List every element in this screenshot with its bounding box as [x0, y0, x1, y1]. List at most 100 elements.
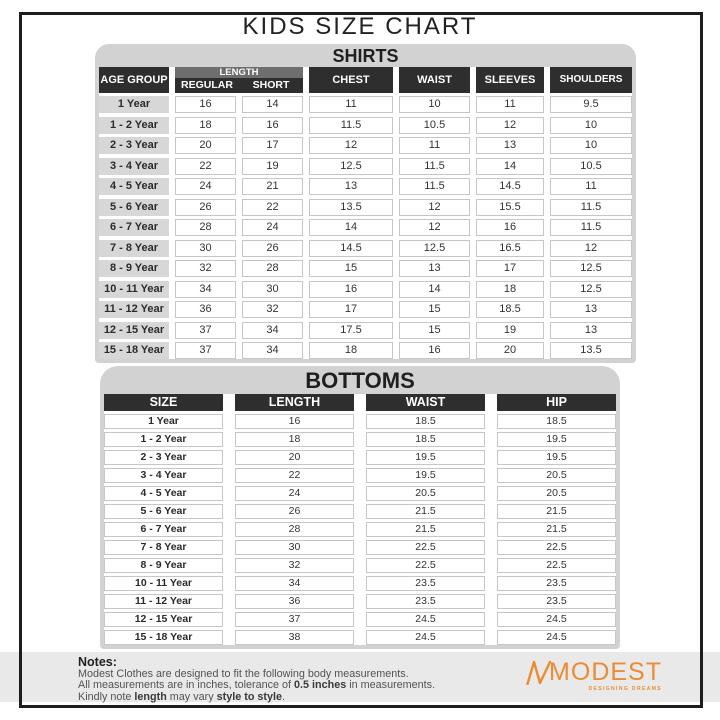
shirts-chest-cell: 12.5	[309, 157, 393, 175]
shirts-table: AGE GROUP LENGTH REGULAR SHORT CHEST WAI…	[99, 67, 632, 359]
shirts-sleeves-cell: 15.5	[476, 198, 544, 216]
shirts-regular-length-cell: 32	[175, 260, 236, 277]
bottoms-table-row: 3 - 4 Year 22 19.5 20.5	[104, 468, 616, 483]
shirts-waist-cell: 16	[399, 342, 470, 359]
bottoms-hip-cell: 23.5	[497, 594, 616, 609]
shirts-age-group-cell: 4 - 5 Year	[99, 178, 169, 195]
shirts-table-row: 6 - 7 Year 28 24 14 12 16 11.5	[99, 219, 632, 236]
shirts-waist-cell: 13	[399, 260, 470, 277]
bottoms-length-cell: 36	[235, 594, 354, 609]
shirts-waist-cell: 10	[399, 96, 470, 113]
bottoms-waist-cell: 18.5	[366, 432, 485, 447]
shirts-section: SHIRTS AGE GROUP LENGTH REGULAR SHORT CH…	[95, 44, 636, 363]
shirts-short-length-cell: 34	[242, 342, 303, 359]
shirts-table-header: AGE GROUP LENGTH REGULAR SHORT CHEST WAI…	[99, 67, 632, 93]
shirts-age-group-cell: 2 - 3 Year	[99, 137, 169, 154]
bottoms-hip-cell: 18.5	[497, 414, 616, 429]
notes-line-2: All measurements are in inches, toleranc…	[78, 679, 436, 692]
bottoms-hip-cell: 19.5	[497, 450, 616, 465]
shirts-header-chest: CHEST	[309, 67, 393, 93]
shirts-regular-length-cell: 28	[175, 219, 236, 236]
bottoms-hip-cell: 21.5	[497, 504, 616, 519]
shirts-short-length-cell: 32	[242, 301, 303, 318]
bottoms-table-row: 4 - 5 Year 24 20.5 20.5	[104, 486, 616, 501]
shirts-regular-length-cell: 36	[175, 301, 236, 318]
bottoms-waist-cell: 24.5	[366, 612, 485, 627]
bottoms-table-row: 10 - 11 Year 34 23.5 23.5	[104, 576, 616, 591]
bottoms-size-cell: 1 - 2 Year	[104, 432, 223, 447]
bottoms-length-cell: 34	[235, 576, 354, 591]
shirts-header-shoulders: SHOULDERS	[550, 67, 632, 93]
page-title: KIDS SIZE CHART	[242, 13, 478, 40]
shirts-chest-cell: 17.5	[309, 321, 393, 339]
shirts-waist-cell: 15	[399, 301, 470, 318]
bottoms-table-row: 12 - 15 Year 37 24.5 24.5	[104, 612, 616, 627]
bottoms-length-cell: 32	[235, 558, 354, 573]
shirts-shoulders-cell: 11	[550, 178, 632, 195]
shirts-sleeves-cell: 14	[476, 157, 544, 175]
bottoms-header-hip: HIP	[497, 394, 616, 411]
bottoms-length-cell: 18	[235, 432, 354, 447]
bottoms-table-row: 7 - 8 Year 30 22.5 22.5	[104, 540, 616, 555]
shirts-shoulders-cell: 11.5	[550, 198, 632, 216]
shirts-table-row: 7 - 8 Year 30 26 14.5 12.5 16.5 12	[99, 239, 632, 257]
bottoms-size-cell: 15 - 18 Year	[104, 630, 223, 645]
bottoms-length-cell: 16	[235, 414, 354, 429]
shirts-chest-cell: 13.5	[309, 198, 393, 216]
shirts-age-group-cell: 7 - 8 Year	[99, 239, 169, 257]
bottoms-waist-cell: 22.5	[366, 540, 485, 555]
bottoms-hip-cell: 20.5	[497, 468, 616, 483]
bottoms-table-row: 1 - 2 Year 18 18.5 19.5	[104, 432, 616, 447]
bottoms-waist-cell: 22.5	[366, 558, 485, 573]
bottoms-length-cell: 24	[235, 486, 354, 501]
shirts-header-short: SHORT	[252, 79, 290, 91]
shirts-age-group-cell: 1 - 2 Year	[99, 116, 169, 134]
shirts-chest-cell: 14	[309, 219, 393, 236]
shirts-sleeves-cell: 18.5	[476, 301, 544, 318]
shirts-section-title: SHIRTS	[332, 46, 399, 66]
shirts-header-regular: REGULAR	[181, 79, 233, 91]
shirts-short-length-cell: 21	[242, 178, 303, 195]
notes-heading: Notes:	[78, 655, 117, 669]
bottoms-header-waist: WAIST	[366, 394, 485, 411]
bottoms-waist-cell: 18.5	[366, 414, 485, 429]
shirts-age-group-cell: 8 - 9 Year	[99, 260, 169, 277]
notes-line-1: Modest Clothes are designed to fit the f…	[78, 668, 409, 680]
bottoms-size-cell: 2 - 3 Year	[104, 450, 223, 465]
shirts-table-row: 3 - 4 Year 22 19 12.5 11.5 14 10.5	[99, 157, 632, 175]
bottoms-size-cell: 12 - 15 Year	[104, 612, 223, 627]
bottoms-table: SIZE LENGTH WAIST HIP 1 Year 16 18.5 18.…	[104, 394, 616, 645]
bottoms-section: BOTTOMS SIZE LENGTH WAIST HIP 1 Year 16 …	[100, 366, 620, 649]
bottoms-length-cell: 22	[235, 468, 354, 483]
shirts-shoulders-cell: 13	[550, 321, 632, 339]
shirts-table-row: 12 - 15 Year 37 34 17.5 15 19 13	[99, 321, 632, 339]
shirts-regular-length-cell: 20	[175, 137, 236, 154]
bottoms-table-row: 15 - 18 Year 38 24.5 24.5	[104, 630, 616, 645]
bottoms-size-cell: 10 - 11 Year	[104, 576, 223, 591]
shirts-age-group-cell: 12 - 15 Year	[99, 321, 169, 339]
bottoms-size-cell: 1 Year	[104, 414, 223, 429]
shirts-header-length-subrow: REGULAR SHORT	[175, 78, 303, 93]
modest-logo-m-icon	[526, 660, 552, 685]
shirts-chest-cell: 12	[309, 137, 393, 154]
bottoms-hip-cell: 22.5	[497, 540, 616, 555]
notes-text-block: Notes: Modest Clothes are designed to fi…	[78, 655, 435, 703]
shirts-regular-length-cell: 16	[175, 96, 236, 113]
shirts-table-row: 15 - 18 Year 37 34 18 16 20 13.5	[99, 342, 632, 359]
shirts-table-row: 10 - 11 Year 34 30 16 14 18 12.5	[99, 280, 632, 298]
shirts-header-sleeves: SLEEVES	[476, 67, 544, 93]
shirts-short-length-cell: 22	[242, 198, 303, 216]
bottoms-hip-cell: 20.5	[497, 486, 616, 501]
bottoms-header-length: LENGTH	[235, 394, 354, 411]
shirts-shoulders-cell: 12	[550, 239, 632, 257]
shirts-regular-length-cell: 18	[175, 116, 236, 134]
shirts-regular-length-cell: 30	[175, 239, 236, 257]
bottoms-hip-cell: 21.5	[497, 522, 616, 537]
bottoms-table-row: 5 - 6 Year 26 21.5 21.5	[104, 504, 616, 519]
shirts-age-group-cell: 15 - 18 Year	[99, 342, 169, 359]
shirts-chest-cell: 16	[309, 280, 393, 298]
shirts-sleeves-cell: 12	[476, 116, 544, 134]
bottoms-waist-cell: 19.5	[366, 450, 485, 465]
shirts-waist-cell: 11.5	[399, 157, 470, 175]
